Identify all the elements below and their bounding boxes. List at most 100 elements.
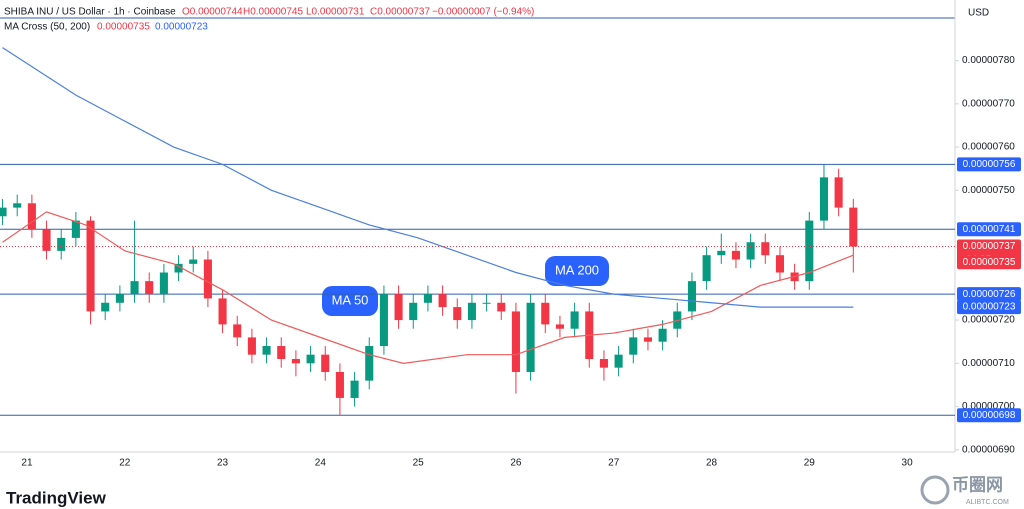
candle-body	[233, 324, 242, 338]
level-label: 0.00000726	[963, 289, 1016, 300]
ma-value-label: 0.00000723	[963, 302, 1016, 313]
candle-body	[775, 255, 784, 273]
price-label: 0.00000737	[963, 241, 1016, 252]
candle-body	[277, 346, 286, 360]
x-tick-label: 28	[706, 458, 718, 469]
candle-body	[27, 203, 36, 230]
candle-body	[819, 177, 828, 221]
candle-body	[321, 354, 330, 372]
candle-body	[453, 307, 462, 321]
indicator-name: MA Cross (50, 200)	[4, 22, 90, 33]
candle-body	[0, 207, 7, 217]
candle-body	[599, 359, 608, 368]
candle-body	[409, 302, 418, 321]
candle-body	[511, 311, 520, 372]
candle-body	[291, 359, 300, 364]
candle-body	[350, 380, 359, 398]
candle-body	[629, 337, 638, 355]
ma-line	[2, 211, 854, 364]
x-tick-label: 29	[804, 458, 816, 469]
candle-body	[731, 250, 740, 260]
y-tick-label: 0.00000760	[962, 142, 1015, 153]
x-tick-label: 25	[413, 458, 425, 469]
candle-body	[746, 242, 755, 260]
candle-body	[702, 255, 711, 282]
candle-body	[555, 324, 564, 329]
candle-body	[467, 302, 476, 321]
candle-body	[174, 263, 183, 273]
candle-body	[687, 281, 696, 312]
ma-line	[2, 47, 854, 308]
x-tick-label: 27	[608, 458, 620, 469]
candle-body	[86, 220, 95, 312]
currency: USD	[968, 8, 989, 19]
candle-body	[394, 294, 403, 321]
candle-body	[423, 294, 432, 303]
brand: TradingView	[6, 488, 107, 507]
candle-body	[57, 237, 66, 251]
annotation: MA 50	[332, 292, 369, 307]
candle-body	[438, 294, 447, 308]
y-tick-label: 0.00000770	[962, 98, 1015, 109]
candle-body	[115, 294, 124, 303]
level-label: 0.00000698	[963, 410, 1016, 421]
candle-body	[130, 281, 139, 295]
candle-body	[379, 294, 388, 347]
candle-body	[761, 242, 770, 256]
candle-body	[849, 207, 858, 247]
watermark-site: ALIBTC.COM	[966, 499, 1009, 506]
candle-body	[159, 272, 168, 295]
ohlc-open: O0.00000744	[182, 7, 243, 18]
y-tick-label: 0.00000700	[962, 401, 1015, 412]
candle-body	[658, 328, 667, 342]
candle-body	[570, 311, 579, 329]
ma-value-label: 0.00000735	[963, 257, 1016, 268]
level-box	[957, 408, 1021, 423]
level-label: 0.00000756	[963, 159, 1016, 170]
y-tick-label: 0.00000690	[962, 444, 1015, 455]
ohlc-change: −0.00000007 (−0.94%)	[432, 7, 534, 18]
candle-body	[717, 250, 726, 256]
y-tick-label: 0.00000710	[962, 358, 1015, 369]
candle-body	[247, 337, 256, 355]
candle-body	[643, 337, 652, 342]
symbol: SHIBA INU / US Dollar · 1h · Coinbase	[4, 7, 176, 18]
level-box	[957, 157, 1021, 172]
ma-value-box	[957, 255, 1021, 270]
candle-body	[262, 346, 271, 355]
ohlc-high: H0.00000745	[243, 7, 303, 18]
candle-body	[218, 298, 227, 325]
ma200-value: 0.00000723	[155, 22, 208, 33]
candle-body	[805, 220, 814, 282]
x-tick-label: 21	[21, 458, 33, 469]
x-tick-label: 30	[902, 458, 914, 469]
y-tick-label: 0.00000780	[962, 55, 1015, 66]
y-tick-label: 0.00000750	[962, 185, 1015, 196]
candle-body	[101, 302, 110, 312]
candle-body	[497, 302, 506, 312]
level-label: 0.00000741	[963, 224, 1016, 235]
candle-body	[13, 203, 22, 208]
x-tick-label: 22	[119, 458, 131, 469]
x-tick-label: 26	[510, 458, 522, 469]
y-tick-label: 0.00000720	[962, 315, 1015, 326]
x-tick-label: 23	[217, 458, 229, 469]
candle-body	[306, 354, 315, 364]
candle-body	[834, 177, 843, 208]
candle-body	[71, 220, 80, 238]
watermark-name: 币圈网	[952, 475, 1003, 494]
level-box	[957, 222, 1021, 237]
candle-body	[482, 302, 491, 304]
candle-body	[189, 259, 198, 264]
ohlc-close: C0.00000737	[370, 7, 430, 18]
candle-body	[614, 354, 623, 368]
annotation-box	[545, 256, 609, 286]
annotation: MA 200	[555, 262, 599, 277]
watermark-icon	[920, 475, 950, 505]
ohlc-low: L0.00000731	[306, 7, 365, 18]
annotation-box	[322, 286, 378, 316]
ma50-value: 0.00000735	[97, 22, 150, 33]
candle-body	[145, 281, 154, 295]
candle-body	[526, 302, 535, 372]
